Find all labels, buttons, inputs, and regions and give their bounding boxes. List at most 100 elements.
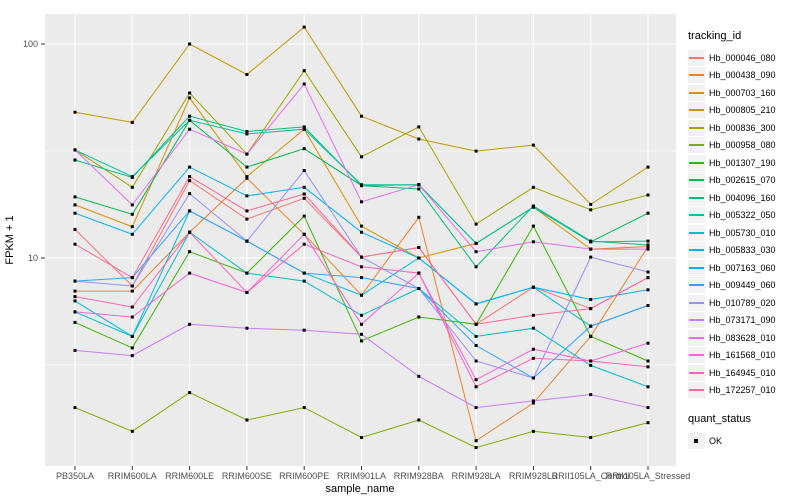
y-axis-title: FPKM + 1	[4, 215, 16, 264]
data-point	[302, 185, 306, 189]
data-point	[188, 271, 192, 275]
data-point	[531, 143, 535, 147]
legend-item[interactable]: Hb_001307_190	[688, 154, 798, 172]
data-point	[73, 310, 77, 314]
x-tick-label: RRIM901LA	[337, 471, 386, 481]
data-point	[73, 203, 77, 207]
legend-item[interactable]: Hb_000046_080	[688, 49, 798, 67]
data-point	[360, 276, 363, 280]
data-point	[302, 196, 306, 200]
legend-item[interactable]: Hb_000958_080	[688, 137, 798, 155]
legend-item[interactable]: Hb_000805_210	[688, 102, 798, 120]
x-tick-label: RRIM600PE	[279, 471, 329, 481]
data-point	[360, 255, 363, 259]
legend-item[interactable]: Hb_083628_010	[688, 329, 798, 347]
legend-key-line-icon	[688, 84, 705, 101]
legend-key-line-icon	[688, 382, 705, 399]
data-point	[589, 208, 593, 212]
legend-item[interactable]: Hb_073171_090	[688, 312, 798, 330]
data-point	[73, 195, 77, 199]
data-point	[245, 176, 249, 180]
data-point	[360, 332, 363, 336]
data-point	[474, 334, 478, 338]
x-tick-label: RRIM928BA	[394, 471, 444, 481]
data-point	[589, 202, 593, 206]
data-point	[360, 265, 363, 269]
legend-key-line-icon	[688, 207, 705, 224]
y-tick-label: 100	[23, 39, 38, 49]
data-point	[417, 125, 421, 129]
data-point	[130, 212, 134, 216]
legend-key-line-icon	[688, 294, 705, 311]
data-point	[73, 242, 77, 246]
data-point	[188, 175, 192, 179]
data-point	[531, 185, 535, 189]
legend-key-line-icon	[688, 137, 705, 154]
legend-item-ok[interactable]: OK	[688, 432, 798, 450]
legend-item[interactable]: Hb_009449_060	[688, 277, 798, 295]
legend-item[interactable]: Hb_164945_010	[688, 364, 798, 382]
data-point	[130, 354, 134, 358]
data-point	[589, 307, 593, 311]
data-point	[417, 137, 421, 141]
data-point	[474, 322, 478, 326]
legend-item[interactable]: Hb_000703_160	[688, 84, 798, 102]
data-point	[302, 127, 306, 131]
legend-item[interactable]: Hb_005730_010	[688, 224, 798, 242]
legend-item-label: Hb_010789_020	[709, 297, 776, 308]
data-point	[417, 256, 421, 260]
data-point	[646, 245, 650, 249]
data-point	[646, 421, 650, 425]
legend-key-line-icon	[688, 329, 705, 346]
data-point	[73, 211, 77, 215]
legend-item[interactable]: Hb_000836_300	[688, 119, 798, 137]
legend-item-label: Hb_005322_050	[709, 210, 776, 221]
legend-item[interactable]: Hb_010789_020	[688, 294, 798, 312]
data-point	[245, 130, 249, 133]
data-point	[245, 291, 249, 294]
data-point	[531, 429, 535, 433]
data-point	[245, 209, 249, 213]
x-tick-label: RRIM600LE	[165, 471, 214, 481]
data-point	[360, 322, 363, 326]
legend-item[interactable]: Hb_002615_070	[688, 172, 798, 190]
data-point	[188, 165, 192, 169]
ok-square-icon	[688, 432, 705, 449]
data-point	[360, 436, 363, 439]
y-tick-label: 10	[28, 253, 38, 263]
legend-item-label: Hb_000703_160	[709, 87, 776, 98]
data-point	[302, 147, 306, 151]
data-point	[474, 222, 478, 226]
legend-item[interactable]: Hb_007163_060	[688, 259, 798, 277]
data-point	[531, 401, 535, 405]
data-point	[474, 378, 478, 382]
data-point	[245, 194, 249, 198]
data-point	[130, 276, 134, 280]
legend-item[interactable]: Hb_005322_050	[688, 207, 798, 225]
data-point	[302, 192, 306, 196]
legend-key-line-icon	[688, 224, 705, 241]
legend-item[interactable]: Hb_004096_160	[688, 189, 798, 207]
data-point	[302, 82, 306, 86]
data-point	[188, 322, 192, 326]
legend-item-label: Hb_000958_080	[709, 140, 776, 151]
data-point	[73, 279, 77, 283]
legend-item-label: Hb_001307_190	[709, 157, 776, 168]
data-point	[474, 446, 478, 450]
data-point	[417, 418, 421, 422]
data-point	[302, 69, 306, 73]
legend-item-label: Hb_172257_010	[709, 385, 776, 396]
legend-key-line-icon	[688, 119, 705, 136]
legend-item[interactable]: Hb_161568_010	[688, 347, 798, 365]
legend-item[interactable]: Hb_005833_030	[688, 242, 798, 260]
x-tick-label: RRII105LA_Control	[552, 471, 630, 481]
data-point	[188, 230, 192, 234]
legend-item[interactable]: Hb_000438_090	[688, 67, 798, 85]
data-point	[73, 148, 77, 152]
legend-key-line-icon	[688, 364, 705, 381]
data-point	[531, 376, 535, 380]
legend-panel: tracking_id Hb_000046_080 Hb_000438_090 Hb…	[688, 30, 798, 450]
legend-item[interactable]: Hb_172257_010	[688, 382, 798, 400]
